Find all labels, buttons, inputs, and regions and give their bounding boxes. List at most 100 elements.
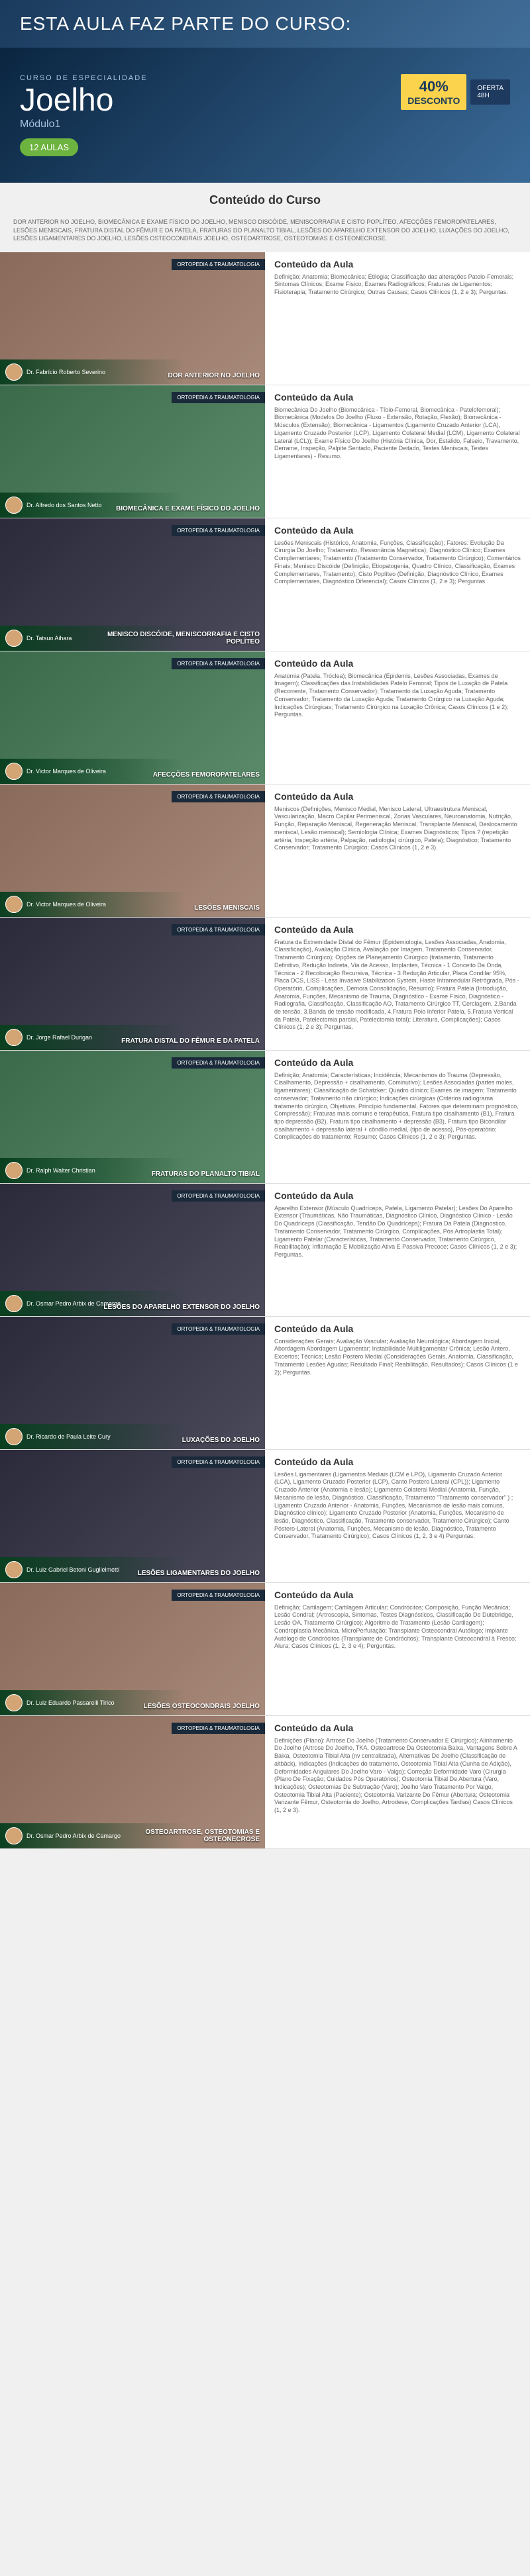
banner-headline: ESTA AULA FAZ PARTE DO CURSO: [0, 0, 530, 48]
aula-thumbnail[interactable]: ORTOPEDIA & TRAUMATOLOGIADr. Fabrício Ro… [0, 252, 265, 385]
content-heading: Conteúdo da Aula [274, 791, 521, 802]
instructor-avatar [5, 1428, 23, 1445]
offer-block[interactable]: 40% DESCONTO OFERTA 48H [401, 74, 510, 110]
aula-title: LESÕES DO APARELHO EXTENSOR DO JOELHO [103, 1304, 260, 1311]
content-text: Lesões Ligamentares (Ligamentos Mediais … [274, 1471, 521, 1541]
aula-row[interactable]: ORTOPEDIA & TRAUMATOLOGIADr. Tatsuo Aiha… [0, 518, 530, 651]
instructor-avatar [5, 630, 23, 647]
aulas-count-badge: 12 AULAS [20, 138, 78, 156]
aula-thumbnail[interactable]: ORTOPEDIA & TRAUMATOLOGIA Dr. Luiz Gabrie… [0, 1450, 265, 1582]
content-text: Definição; Anatomia; Características; In… [274, 1072, 521, 1141]
aula-title: FRATURAS DO PLANALTO TIBIAL [152, 1170, 260, 1178]
aula-title: LESÕES MENISCAIS [194, 904, 260, 912]
instructor-avatar [5, 363, 23, 381]
aula-thumbnail[interactable]: ORTOPEDIA & TRAUMATOLOGIA Dr. Victor Marq… [0, 651, 265, 784]
category-tag: ORTOPEDIA & TRAUMATOLOGIA [172, 1723, 265, 1734]
instructor-name: Dr. Luiz Gabriel Betoni Guglielmetti [26, 1566, 119, 1573]
instructor-avatar [5, 1162, 23, 1179]
content-heading: Conteúdo da Aula [274, 1590, 521, 1600]
aula-row[interactable]: ORTOPEDIA & TRAUMATOLOGIADr. Ralph Walte… [0, 1051, 530, 1184]
instructor-avatar [5, 1561, 23, 1578]
category-tag: ORTOPEDIA & TRAUMATOLOGIA [172, 1190, 265, 1202]
instructor-avatar [5, 1295, 23, 1312]
content-text: Fratura da Extremidade Distal do Fêmur (… [274, 939, 521, 1031]
instructor-name: Dr. Victor Marques de Oliveira [26, 901, 106, 908]
content-heading: Conteúdo da Aula [274, 525, 521, 536]
content-heading: Conteúdo da Aula [274, 392, 521, 403]
category-tag: ORTOPEDIA & TRAUMATOLOGIA [172, 658, 265, 669]
aula-row[interactable]: ORTOPEDIA & TRAUMATOLOGIA Dr. Ricardo de … [0, 1317, 530, 1450]
aula-content: Conteúdo da Aula Anatomia (Patela, Trócle… [265, 651, 530, 784]
content-heading: Conteúdo da Aula [274, 1190, 521, 1201]
content-text: Considerações Gerais; Avaliação Vascular… [274, 1338, 521, 1376]
aula-title: DOR ANTERIOR NO JOELHO [168, 372, 260, 379]
aula-title: OSTEOARTROSE, OSTEOTOMIAS E OSTEONECROSE [101, 1829, 260, 1843]
content-text: Aparelho Extensor (Músculo Quadríceps, P… [274, 1205, 521, 1259]
instructor-name: Dr. Alfredo dos Santos Netto [26, 502, 102, 508]
content-text: Lesões Meniscais (Histórico, Anatomia, F… [274, 540, 521, 586]
aula-thumbnail[interactable]: ORTOPEDIA & TRAUMATOLOGIA Dr. Ricardo de … [0, 1317, 265, 1449]
instructor-name: Dr. Jorge Rafael Durigan [26, 1034, 92, 1041]
aula-content: Conteúdo da AulaDefinições (Plano): Artr… [265, 1716, 530, 1848]
content-text: Definições (Plano): Artrose Do Joelho (T… [274, 1737, 521, 1815]
category-tag: ORTOPEDIA & TRAUMATOLOGIA [172, 791, 265, 802]
aula-row[interactable]: ORTOPEDIA & TRAUMATOLOGIADr. Luiz Eduard… [0, 1583, 530, 1716]
aula-row[interactable]: ORTOPEDIA & TRAUMATOLOGIA Dr. Jorge Rafae… [0, 918, 530, 1051]
aula-thumbnail[interactable]: ORTOPEDIA & TRAUMATOLOGIA Dr. Alfredo dos… [0, 385, 265, 518]
aula-thumbnail[interactable]: ORTOPEDIA & TRAUMATOLOGIA Dr. Jorge Rafae… [0, 918, 265, 1050]
instructor-avatar [5, 1029, 23, 1046]
instructor-avatar [5, 1694, 23, 1711]
course-module: Módulo1 [20, 119, 510, 130]
instructor-avatar [5, 1827, 23, 1844]
instructor-name: Dr. Luiz Eduardo Passarelli Tirico [26, 1699, 115, 1706]
oferta-badge: OFERTA 48H [470, 79, 510, 105]
category-tag: ORTOPEDIA & TRAUMATOLOGIA [172, 924, 265, 935]
category-tag: ORTOPEDIA & TRAUMATOLOGIA [172, 525, 265, 536]
instructor-avatar [5, 497, 23, 514]
aula-content: Conteúdo da Aula Considerações Gerais; Av… [265, 1317, 530, 1449]
content-heading: Conteúdo da Aula [274, 924, 521, 935]
aula-content: Conteúdo da Aula Lesões Meniscais (Histór… [265, 518, 530, 651]
aula-row[interactable]: ORTOPEDIA & TRAUMATOLOGIA Dr. Victor Marq… [0, 785, 530, 918]
aula-thumbnail[interactable]: ORTOPEDIA & TRAUMATOLOGIADr. Ralph Walte… [0, 1051, 265, 1183]
aula-content: Conteúdo da AulaDefinição; Cartilagem; C… [265, 1583, 530, 1715]
aula-content: Conteúdo da AulaLesões Ligamentares (Lig… [265, 1450, 530, 1582]
aula-thumbnail[interactable]: ORTOPEDIA & TRAUMATOLOGIADr. Osmar Pedro… [0, 1184, 265, 1316]
aula-content: Conteúdo da AulaDefinição; Anatomia; Car… [265, 1051, 530, 1183]
category-tag: ORTOPEDIA & TRAUMATOLOGIA [172, 1456, 265, 1468]
section-title: Conteúdo do Curso [0, 183, 530, 218]
aula-content: Conteúdo da AulaMeniscos (Definições, Me… [265, 785, 530, 917]
aula-thumbnail[interactable]: ORTOPEDIA & TRAUMATOLOGIADr. Tatsuo Aiha… [0, 518, 265, 651]
aula-row[interactable]: ORTOPEDIA & TRAUMATOLOGIADr. Osmar Pedro… [0, 1184, 530, 1317]
content-text: Definição; Anatomia; Biomecânica; Etilog… [274, 273, 521, 297]
aula-thumbnail[interactable]: ORTOPEDIA & TRAUMATOLOGIA Dr. Victor Marq… [0, 785, 265, 917]
instructor-avatar [5, 763, 23, 780]
content-text: Biomecânica Do Joelho (Biomecânica - Tíb… [274, 406, 521, 461]
discount-badge: 40% DESCONTO [401, 74, 466, 110]
aula-row[interactable]: ORTOPEDIA & TRAUMATOLOGIA Dr. Luiz Gabrie… [0, 1450, 530, 1583]
aula-content: Conteúdo da Aula Fratura da Extremidade D… [265, 918, 530, 1050]
course-intro-text: DOR ANTERIOR NO JOELHO, BIOMECÂNICA E EX… [0, 218, 530, 252]
instructor-name: Dr. Ricardo de Paula Leite Cury [26, 1433, 111, 1440]
aula-title: MENISCO DISCÓIDE, MENISCORRAFIA E CISTO … [101, 631, 260, 645]
aula-title: FRATURA DISTAL DO FÊMUR E DA PATELA [121, 1037, 260, 1045]
instructor-name: Dr. Ralph Walter Christian [26, 1167, 95, 1174]
aula-row[interactable]: ORTOPEDIA & TRAUMATOLOGIA Dr. Alfredo dos… [0, 385, 530, 518]
aula-title: BIOMECÂNICA E EXAME FÍSICO DO JOELHO [116, 505, 260, 512]
category-tag: ORTOPEDIA & TRAUMATOLOGIA [172, 392, 265, 403]
instructor-name: Dr. Fabrício Roberto Severino [26, 369, 105, 375]
content-heading: Conteúdo da Aula [274, 658, 521, 669]
aula-row[interactable]: ORTOPEDIA & TRAUMATOLOGIADr. Fabrício Ro… [0, 252, 530, 385]
aula-thumbnail[interactable]: ORTOPEDIA & TRAUMATOLOGIADr. Luiz Eduard… [0, 1583, 265, 1715]
aula-thumbnail[interactable]: ORTOPEDIA & TRAUMATOLOGIADr. Osmar Pedro… [0, 1716, 265, 1848]
aula-row[interactable]: ORTOPEDIA & TRAUMATOLOGIADr. Osmar Pedro… [0, 1716, 530, 1849]
content-heading: Conteúdo da Aula [274, 259, 521, 269]
content-heading: Conteúdo da Aula [274, 1323, 521, 1334]
category-tag: ORTOPEDIA & TRAUMATOLOGIA [172, 1323, 265, 1335]
aula-content: Conteúdo da Aula Definição; Anatomia; Bio… [265, 252, 530, 385]
aula-title: AFECÇÕES FEMOROPATELARES [153, 771, 260, 779]
aula-title: LESÕES OSTEOCONDRAIS JOELHO [143, 1703, 260, 1710]
aula-row[interactable]: ORTOPEDIA & TRAUMATOLOGIA Dr. Victor Marq… [0, 651, 530, 785]
instructor-name: Dr. Victor Marques de Oliveira [26, 768, 106, 775]
content-text: Anatomia (Patela, Tróclea); Biomecânica … [274, 673, 521, 719]
